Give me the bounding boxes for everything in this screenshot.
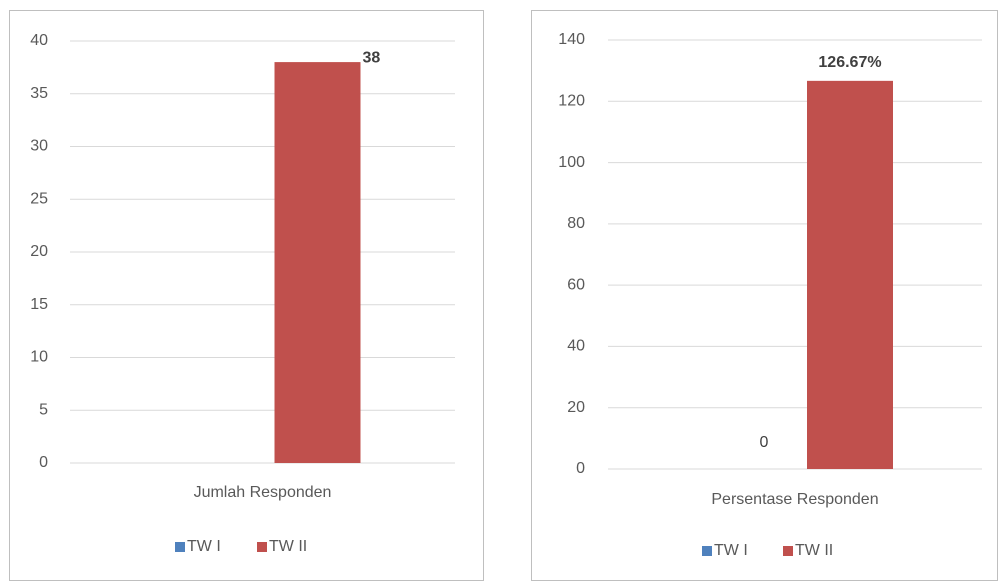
y-tick-label: 10: [30, 349, 48, 366]
legend-label: TW I: [187, 538, 221, 555]
legend-swatch: [783, 546, 793, 556]
data-label: 0: [760, 434, 769, 451]
bar: [807, 80, 893, 470]
legend-swatch: [257, 542, 267, 552]
y-tick-label: 80: [567, 215, 585, 232]
chart-frame: [9, 10, 484, 581]
legend-swatch: [702, 546, 712, 556]
y-tick-label: 0: [39, 454, 48, 471]
y-tick-label: 60: [567, 276, 585, 293]
y-tick-label: 30: [30, 138, 48, 155]
x-tick-label: Persentase Responden: [711, 491, 878, 508]
legend-label: TW II: [795, 542, 833, 559]
y-tick-label: 140: [558, 31, 585, 48]
bar: [274, 62, 361, 463]
y-tick-label: 25: [30, 190, 48, 207]
data-label: 38: [363, 49, 381, 66]
chart-frame: [531, 10, 998, 581]
x-tick-label: Jumlah Responden: [194, 484, 332, 501]
y-tick-label: 40: [30, 32, 48, 49]
y-tick-label: 120: [558, 93, 585, 110]
y-tick-label: 100: [558, 154, 585, 171]
legend-swatch: [175, 542, 185, 552]
y-tick-label: 40: [567, 338, 585, 355]
y-tick-label: 20: [30, 243, 48, 260]
legend-label: TW II: [269, 538, 307, 555]
y-tick-label: 0: [576, 460, 585, 477]
y-tick-label: 15: [30, 296, 48, 313]
y-tick-label: 35: [30, 85, 48, 102]
data-label: 126.67%: [818, 54, 881, 71]
legend-label: TW I: [714, 542, 748, 559]
y-tick-label: 20: [567, 399, 585, 416]
y-tick-label: 5: [39, 401, 48, 418]
